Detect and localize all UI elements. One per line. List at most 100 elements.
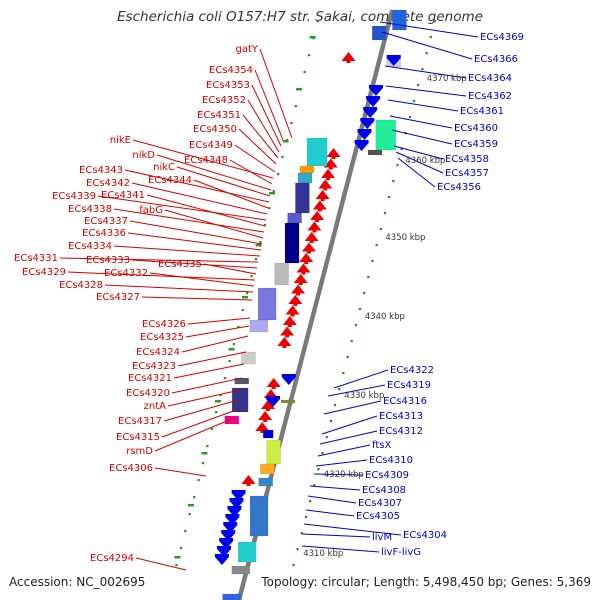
gene-block[interactable] — [306, 137, 328, 167]
gene-block[interactable] — [224, 415, 240, 425]
left-gene-label[interactable]: ECs4352 — [202, 95, 246, 106]
left-gene-label[interactable]: ECs4315 — [116, 432, 160, 443]
gene-block[interactable] — [375, 119, 397, 151]
gene-block[interactable] — [237, 541, 257, 563]
gene-block[interactable] — [260, 463, 275, 475]
gene-block[interactable] — [249, 495, 269, 537]
forward-gene-arrow[interactable] — [229, 498, 244, 509]
left-gene-label[interactable]: ECs4332 — [104, 268, 148, 279]
reverse-gene-arrow[interactable] — [321, 169, 336, 180]
right-gene-label[interactable]: ECs4322 — [390, 365, 434, 376]
left-gene-label[interactable]: ECs4333 — [86, 255, 130, 266]
gene-block[interactable] — [257, 287, 277, 321]
right-gene-label[interactable]: ECs4357 — [445, 168, 489, 179]
left-gene-label[interactable]: ECs4336 — [82, 228, 126, 239]
reverse-gene-arrow[interactable] — [277, 337, 292, 348]
left-gene-label[interactable]: zntA — [144, 401, 167, 412]
reverse-gene-arrow[interactable] — [280, 326, 295, 338]
gene-block[interactable] — [367, 149, 383, 156]
forward-gene-arrow[interactable] — [225, 514, 240, 525]
left-gene-label[interactable]: ECs4354 — [209, 65, 253, 76]
left-gene-label[interactable]: ECs4341 — [101, 190, 145, 201]
forward-gene-arrow[interactable] — [231, 490, 246, 501]
forward-gene-arrow[interactable] — [223, 522, 238, 533]
gene-block[interactable] — [231, 565, 251, 575]
right-gene-label[interactable]: ECs4305 — [356, 511, 400, 522]
reverse-gene-arrow[interactable] — [285, 305, 300, 317]
left-gene-label[interactable]: ECs4327 — [96, 292, 140, 303]
left-gene-label[interactable]: ECs4325 — [140, 332, 184, 343]
forward-gene-arrow[interactable] — [227, 506, 242, 517]
left-gene-label[interactable]: ECs4306 — [109, 463, 153, 474]
left-gene-label[interactable]: ECs4328 — [59, 280, 103, 291]
gene-block[interactable] — [249, 319, 269, 333]
reverse-gene-arrow[interactable] — [304, 232, 319, 243]
left-gene-label[interactable]: ECs4323 — [132, 361, 176, 372]
right-gene-label[interactable]: ftsX — [372, 440, 391, 451]
forward-gene-arrow[interactable] — [366, 96, 381, 107]
left-gene-label[interactable]: ECs4338 — [68, 204, 112, 215]
right-gene-label[interactable]: ECs4364 — [468, 73, 512, 84]
right-gene-label[interactable]: ECs4366 — [474, 54, 518, 65]
forward-gene-arrow[interactable] — [219, 538, 234, 549]
left-gene-label[interactable]: ECs4349 — [189, 140, 233, 151]
right-gene-label[interactable]: ECs4316 — [383, 396, 427, 407]
right-gene-label[interactable]: ECs4358 — [445, 154, 489, 165]
reverse-gene-arrow[interactable] — [258, 411, 273, 422]
left-gene-label[interactable]: ECs4337 — [84, 216, 128, 227]
gene-block[interactable] — [222, 593, 241, 600]
left-gene-label[interactable]: nikE — [110, 135, 131, 146]
reverse-gene-arrow[interactable] — [341, 52, 356, 63]
left-gene-label[interactable]: ECs4329 — [22, 267, 66, 278]
left-gene-label[interactable]: ECs4335 — [158, 259, 202, 270]
left-gene-label[interactable]: ECs4320 — [126, 388, 170, 399]
left-gene-label[interactable]: rsmD — [126, 446, 153, 457]
gene-block[interactable] — [262, 429, 274, 439]
right-gene-label[interactable]: ECs4369 — [480, 32, 524, 43]
right-gene-label[interactable]: ECs4361 — [460, 106, 504, 117]
forward-gene-arrow[interactable] — [214, 554, 229, 565]
right-gene-label[interactable]: ECs4310 — [369, 455, 413, 466]
left-gene-label[interactable]: gatY — [235, 44, 258, 55]
reverse-gene-arrow[interactable] — [312, 200, 327, 212]
left-gene-label[interactable]: ECs4317 — [118, 416, 162, 427]
gene-block[interactable] — [241, 351, 256, 365]
left-gene-label[interactable]: ECs4342 — [86, 178, 130, 189]
left-gene-label[interactable]: ECs4331 — [14, 253, 58, 264]
right-gene-label[interactable]: ECs4362 — [468, 91, 512, 102]
reverse-gene-arrow[interactable] — [241, 475, 256, 486]
forward-gene-arrow[interactable] — [360, 118, 375, 129]
right-gene-label[interactable]: ECs4308 — [362, 485, 406, 496]
reverse-gene-arrow[interactable] — [261, 400, 275, 411]
gene-labels[interactable]: gatY ECs4354 ECs4353 ECs4352 ECs4351 ECs4350 E… — [14, 32, 524, 564]
reverse-gene-arrow[interactable] — [326, 148, 341, 159]
reverse-gene-arrow[interactable] — [307, 221, 322, 233]
left-gene-label[interactable]: ECs4351 — [197, 110, 241, 121]
reverse-gene-arrow[interactable] — [296, 263, 311, 275]
forward-gene-arrow[interactable] — [221, 530, 236, 541]
gene-block[interactable] — [297, 172, 313, 184]
reverse-gene-arrow[interactable] — [293, 274, 308, 285]
right-gene-label[interactable]: ECs4312 — [379, 426, 423, 437]
gene-block[interactable] — [287, 212, 302, 224]
right-gene-label[interactable]: ECs4356 — [437, 182, 481, 193]
right-gene-label[interactable]: ECs4319 — [387, 380, 431, 391]
right-gene-label[interactable]: ECs4307 — [358, 498, 402, 509]
left-gene-label[interactable]: ECs4344 — [148, 175, 192, 186]
gene-block[interactable] — [295, 182, 310, 214]
forward-gene-arrow[interactable] — [217, 546, 232, 557]
gene-block[interactable] — [392, 9, 407, 31]
left-gene-label[interactable]: ECs4343 — [79, 165, 123, 176]
forward-gene-arrow[interactable] — [368, 85, 383, 96]
gene-block[interactable] — [266, 439, 281, 465]
gene-features[interactable] — [214, 9, 407, 600]
forward-gene-arrow[interactable] — [281, 374, 296, 385]
left-gene-label[interactable]: nikD — [132, 150, 155, 161]
reverse-gene-arrow[interactable] — [323, 158, 338, 170]
forward-gene-arrow[interactable] — [363, 107, 378, 118]
reverse-gene-arrow[interactable] — [288, 295, 303, 306]
left-gene-label[interactable]: ECs4353 — [206, 80, 250, 91]
forward-gene-arrow[interactable] — [386, 55, 401, 66]
left-gene-label[interactable]: ECs4339 — [52, 191, 96, 202]
